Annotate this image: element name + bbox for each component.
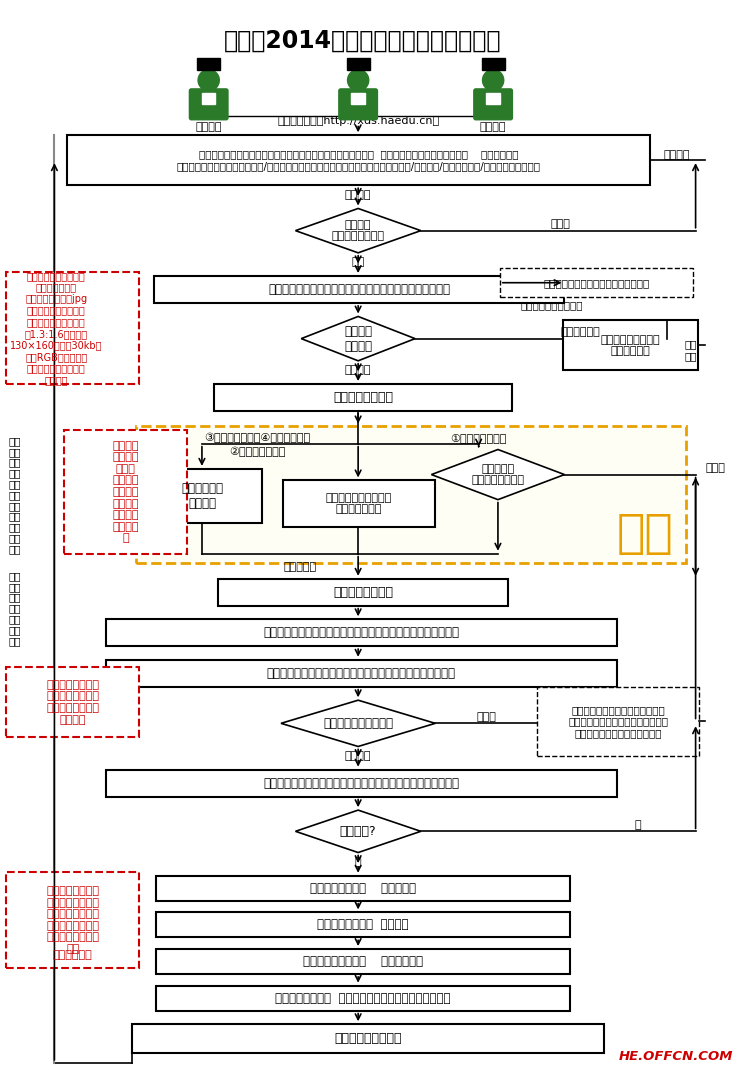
Text: 通过终审: 通过终审	[345, 751, 371, 762]
Text: 省教育厅学生处（就业
中心）进行初审: 省教育厅学生处（就业 中心）进行初审	[326, 493, 392, 515]
Bar	[144, 469, 262, 523]
FancyBboxPatch shape	[473, 89, 513, 120]
Text: 规定时间内未进行
网上缴费的或者缴
费失败的将不能打
印准考证、进行笔
试（不接收现场缴
费）: 规定时间内未进行 网上缴费的或者缴 费失败的将不能打 印准考证、进行笔 试（不接…	[46, 886, 99, 954]
Bar	[105, 769, 617, 796]
Circle shape	[348, 70, 369, 90]
Text: ③大学生村干部、④志愿服务人员: ③大学生村干部、④志愿服务人员	[204, 433, 310, 443]
Text: 通过初审核: 通过初审核	[284, 562, 317, 572]
Text: 视为自动放弃: 视为自动放弃	[53, 950, 93, 960]
Bar	[156, 913, 571, 938]
Polygon shape	[281, 701, 435, 746]
Text: 考生在提交纸质材
料后，应随时登录
网站查看终审是否
通过审核: 考生在提交纸质材 料后，应随时登录 网站查看终审是否 通过审核	[46, 680, 99, 725]
Text: 一经
发现
取消
进入
下一
阶段
资格: 一经 发现 取消 进入 下一 阶段 资格	[9, 571, 21, 646]
Text: 规定时间内，网上缴费（跳转至省人事考试中心网站缴费页面）: 规定时间内，网上缴费（跳转至省人事考试中心网站缴费页面）	[263, 777, 459, 790]
Text: 确认资格终审是否通过: 确认资格终审是否通过	[323, 717, 393, 730]
Text: 修改、上传、重新提交: 修改、上传、重新提交	[520, 300, 582, 310]
Bar	[67, 135, 651, 185]
Polygon shape	[296, 811, 421, 853]
FancyBboxPatch shape	[339, 89, 377, 120]
Text: 报名须知
网上报名诚信协议: 报名须知 网上报名诚信协议	[332, 220, 385, 242]
Text: 不同意: 不同意	[551, 219, 571, 228]
Text: ①省内应届毕业生: ①省内应届毕业生	[451, 433, 507, 443]
Bar	[156, 876, 571, 901]
Text: 照片不合格、信息不正确、修改职位等: 照片不合格、信息不正确、修改职位等	[543, 277, 649, 287]
Text: 指定时间内登录网站    查询笔试成绩: 指定时间内登录网站 查询笔试成绩	[303, 955, 423, 968]
Text: 在线打印报名登记: 在线打印报名登记	[333, 585, 393, 598]
Text: 初审: 初审	[617, 511, 674, 557]
Bar	[500, 269, 693, 297]
Text: 未通过: 未通过	[705, 462, 725, 473]
Text: 资格
审查
贯穿
考录
工作
全过
程，
提供
情况
不实
的，: 资格 审查 贯穿 考录 工作 全过 程， 提供 情况 不实 的，	[9, 436, 21, 554]
Circle shape	[198, 70, 219, 90]
Text: 指定时间登录网站  查询面试名单、考察名单、录用名单: 指定时间登录网站 查询面试名单、考察名单、录用名单	[275, 991, 451, 1004]
Text: 查看选调生工作通知、报名资格、选调信息等，确定报考岗位；  使用身份证号正确选择所属类别    进行网上注册
【符合条件的应届毕业生（省内/省外）、服务农村基层: 查看选调生工作通知、报名资格、选调信息等，确定报考岗位； 使用身份证号正确选择所…	[176, 149, 541, 171]
Bar	[105, 659, 617, 687]
Bar	[64, 430, 187, 554]
Text: 报名人员: 报名人员	[480, 123, 506, 133]
Bar	[6, 871, 139, 968]
Bar	[197, 58, 220, 70]
Text: 确认无误: 确认无误	[345, 366, 371, 375]
Text: 资格不符: 资格不符	[663, 150, 690, 160]
Bar	[153, 276, 565, 302]
Text: 规定时间内，将打印的纸质《登记表》上交或邮寄到指定地点: 规定时间内，将打印的纸质《登记表》上交或邮寄到指定地点	[267, 667, 456, 680]
Text: 按照各自所属类别前往相关部门进行审核并签署意见、加盖公章: 按照各自所属类别前往相关部门进行审核并签署意见、加盖公章	[263, 627, 459, 640]
Text: 原因：照片不合格、
资格不符合等: 原因：照片不合格、 资格不符合等	[600, 335, 659, 356]
Text: 确认提交报名信息: 确认提交报名信息	[333, 391, 393, 404]
Bar	[213, 384, 513, 411]
Bar	[283, 481, 435, 527]
Text: 上传照片要求：近期正
面免冠证件照（
蓝底、白底均可，jpg
格式，利用图片软件制
作时，照片宽高比例约
为1.3:1.6，大小为
130×160像素、30kb: 上传照片要求：近期正 面免冠证件照（ 蓝底、白底均可，jpg 格式，利用图片软件…	[10, 271, 102, 385]
Bar	[156, 986, 571, 1011]
Text: 否: 否	[634, 819, 641, 829]
Bar	[351, 92, 365, 104]
Polygon shape	[302, 317, 415, 361]
Bar	[132, 1024, 604, 1053]
Text: 指定时间登录网站    打印准考证: 指定时间登录网站 打印准考证	[310, 881, 416, 894]
Text: 按要求正确填写报名信息，并上传符合要求的个人电子照片: 按要求正确填写报名信息，并上传符合要求的个人电子照片	[268, 283, 450, 296]
Bar	[156, 949, 571, 974]
Bar	[219, 579, 508, 606]
Bar	[136, 426, 686, 564]
Text: 同意: 同意	[351, 258, 365, 268]
Bar	[105, 619, 617, 646]
Text: 省级主管部门
进行初审: 省级主管部门 进行初审	[182, 482, 224, 510]
Bar	[562, 320, 697, 370]
Bar	[537, 687, 700, 756]
Bar	[347, 58, 370, 70]
Text: 报名大员: 报名大员	[196, 123, 222, 133]
Text: 信息需要修改: 信息需要修改	[560, 326, 599, 337]
Bar	[202, 92, 216, 104]
Bar	[486, 92, 500, 104]
Text: 本年度选调工作结束: 本年度选调工作结束	[334, 1033, 402, 1046]
Text: 河南省2014年选调生网上报名工作流程: 河南省2014年选调生网上报名工作流程	[225, 28, 502, 52]
Text: 未通过: 未通过	[476, 712, 496, 721]
Text: 原因：照片不合格、资格不符合、
上交的纸质《登记表》与网上报名信
息不一致、未按时提交纸质材料: 原因：照片不合格、资格不符合、 上交的纸质《登记表》与网上报名信 息不一致、未按…	[568, 705, 668, 738]
Text: 符合条件: 符合条件	[345, 190, 371, 200]
Circle shape	[482, 70, 504, 90]
FancyBboxPatch shape	[190, 89, 228, 120]
Bar	[6, 667, 139, 737]
Text: 持准考证、身份证  参加笔试: 持准考证、身份证 参加笔试	[317, 918, 409, 931]
Text: 考生登录
网站查询
预审结
果，未通
过者请及
时修改并
提交，再
次进行初
审: 考生登录 网站查询 预审结 果，未通 过者请及 时修改并 提交，再 次进行初 审	[113, 441, 139, 543]
Text: 资格
不符: 资格 不符	[685, 339, 697, 361]
Text: 缴费成功?: 缴费成功?	[340, 825, 376, 838]
Text: 本校就业办
（中心）进行初审: 本校就业办 （中心）进行初审	[471, 463, 525, 485]
Bar	[482, 58, 505, 70]
Polygon shape	[431, 449, 565, 499]
Text: 是: 是	[355, 857, 362, 867]
Text: ②省外应届毕业生: ②省外应届毕业生	[229, 446, 285, 457]
Bar	[6, 272, 139, 384]
Text: HE.OFFCN.COM: HE.OFFCN.COM	[619, 1050, 734, 1063]
Text: 登录报名网站（http://xds.haedu.cn）: 登录报名网站（http://xds.haedu.cn）	[277, 115, 439, 126]
Polygon shape	[296, 209, 421, 252]
Text: 认真核对
报名信息: 认真核对 报名信息	[344, 324, 372, 353]
